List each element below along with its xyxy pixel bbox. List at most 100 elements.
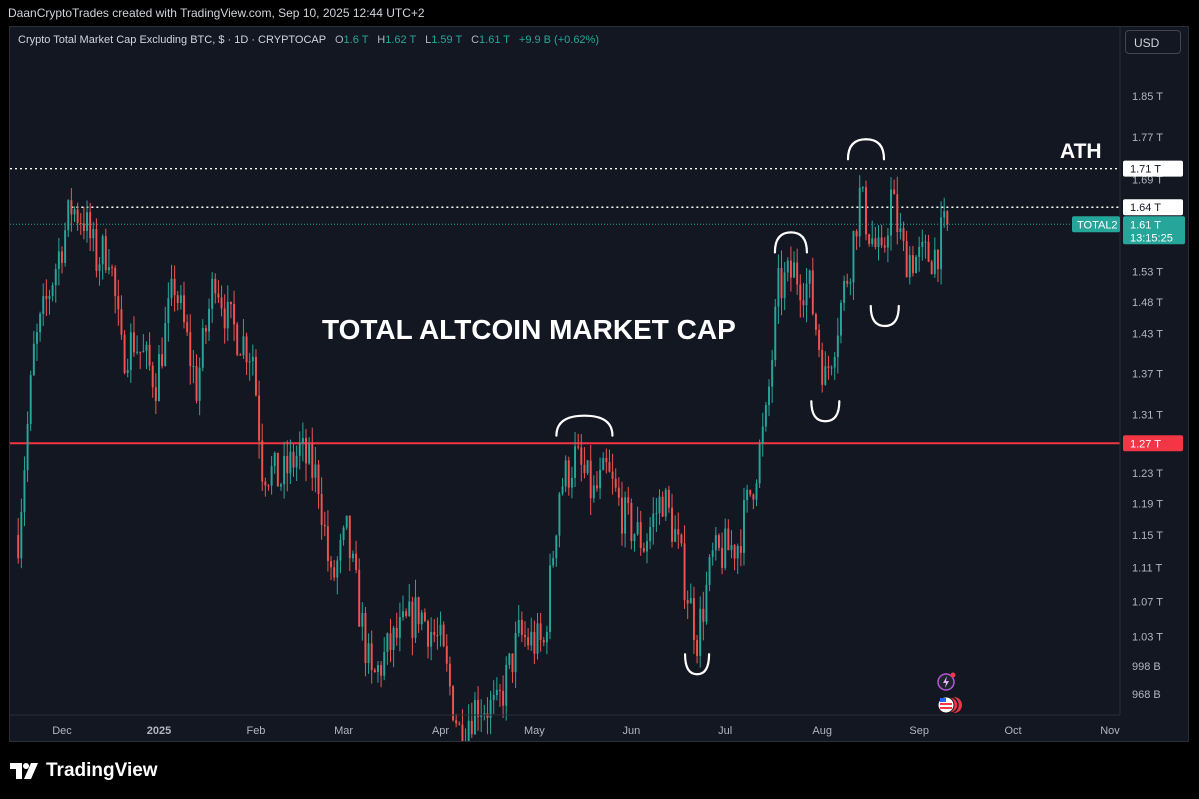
candle-body bbox=[861, 187, 864, 189]
candle-body bbox=[220, 297, 223, 309]
candle bbox=[183, 281, 185, 329]
candle bbox=[783, 262, 786, 311]
candle bbox=[899, 212, 902, 240]
candle-body bbox=[245, 336, 248, 363]
candle-body bbox=[714, 535, 717, 551]
tradingview-logo-icon bbox=[10, 763, 38, 779]
candle-body bbox=[683, 543, 686, 601]
candle-body bbox=[730, 545, 733, 551]
candle-body bbox=[173, 278, 176, 296]
candle bbox=[930, 259, 933, 275]
y-tick-label: 1.23 T bbox=[1132, 468, 1163, 480]
candle bbox=[561, 478, 564, 496]
level-tag-resistance-text: 1.64 T bbox=[1130, 202, 1161, 214]
x-tick-label: Apr bbox=[432, 725, 449, 737]
candle-body bbox=[814, 314, 817, 330]
y-tick-label: 1.11 T bbox=[1132, 563, 1162, 575]
currency-button[interactable]: USD bbox=[1125, 30, 1181, 54]
candle-body bbox=[658, 496, 661, 514]
candle bbox=[39, 311, 42, 342]
level-tag-ath-text: 1.71 T bbox=[1130, 164, 1161, 176]
chart-icons[interactable] bbox=[937, 672, 962, 714]
candle bbox=[45, 279, 48, 317]
candle-body bbox=[295, 455, 298, 468]
candle bbox=[383, 637, 386, 681]
y-tick-label: 1.77 T bbox=[1132, 132, 1163, 144]
candle-body bbox=[48, 295, 51, 300]
flag-icon[interactable] bbox=[937, 696, 962, 714]
candle bbox=[714, 526, 717, 561]
candle-body bbox=[830, 367, 833, 369]
candle bbox=[680, 533, 683, 547]
candle bbox=[692, 586, 695, 655]
x-tick-label: Dec bbox=[52, 725, 72, 737]
candle bbox=[239, 353, 242, 356]
candle-body bbox=[843, 280, 846, 303]
candle bbox=[611, 453, 614, 495]
candle-body bbox=[217, 293, 220, 298]
candle bbox=[208, 298, 211, 341]
candle bbox=[95, 218, 98, 278]
candle-body bbox=[680, 534, 683, 544]
candle-body bbox=[480, 714, 483, 717]
tradingview-brand: TradingView bbox=[10, 760, 158, 782]
candle bbox=[317, 460, 320, 509]
candle-body bbox=[161, 354, 164, 367]
candle-body bbox=[455, 720, 458, 724]
chart-byline: DaanCryptoTrades created with TradingVie… bbox=[8, 6, 425, 20]
candle bbox=[730, 530, 733, 559]
candle bbox=[301, 422, 304, 462]
candle-body bbox=[298, 443, 301, 456]
candle bbox=[821, 342, 824, 393]
candle bbox=[470, 702, 473, 739]
candle bbox=[542, 636, 545, 647]
candle bbox=[696, 634, 699, 664]
candle bbox=[495, 677, 498, 701]
lightning-icon[interactable] bbox=[937, 672, 956, 691]
candle bbox=[943, 197, 946, 228]
candle bbox=[101, 234, 104, 280]
candle-body bbox=[129, 332, 132, 371]
candle bbox=[376, 660, 379, 683]
candle-body bbox=[270, 466, 273, 486]
candle bbox=[658, 489, 661, 525]
candle-body bbox=[871, 238, 874, 244]
candle-body bbox=[330, 561, 333, 568]
axes: 1.85 T 1.77 T 1.69 T 1.53 T 1.48 T 1.43 T 1.37… bbox=[10, 27, 1188, 741]
candle bbox=[217, 280, 220, 303]
y-tick-label: 1.69 T bbox=[1132, 175, 1163, 187]
candle-body bbox=[514, 633, 517, 673]
candle bbox=[229, 301, 232, 319]
candle bbox=[233, 290, 236, 342]
candle bbox=[774, 299, 777, 367]
candle bbox=[192, 350, 195, 384]
chart-panel[interactable]: TOTAL ALTCOIN MARKET CAP ATH 1.85 T 1.77 T… bbox=[9, 26, 1189, 742]
candle bbox=[386, 632, 389, 665]
candle bbox=[630, 498, 633, 550]
candle-body bbox=[868, 234, 871, 244]
candle-body bbox=[323, 524, 326, 527]
level-lines bbox=[10, 167, 1120, 445]
candle-body bbox=[689, 598, 692, 604]
candle bbox=[114, 265, 117, 314]
candle bbox=[886, 228, 889, 263]
candle bbox=[771, 349, 774, 403]
candle-body bbox=[448, 663, 451, 687]
candle bbox=[689, 583, 692, 604]
candle-body bbox=[905, 241, 908, 278]
price-chart[interactable]: TOTAL ALTCOIN MARKET CAP ATH 1.85 T 1.77 T… bbox=[10, 27, 1189, 742]
candle bbox=[420, 609, 423, 631]
candle-body bbox=[577, 446, 580, 448]
candle bbox=[311, 427, 314, 491]
candle-body bbox=[414, 597, 417, 638]
candle bbox=[733, 543, 736, 571]
candle bbox=[896, 176, 899, 245]
bottom-arc bbox=[810, 400, 841, 423]
candle-body bbox=[839, 302, 842, 336]
candle bbox=[67, 199, 70, 237]
x-tick-label: Feb bbox=[246, 725, 265, 737]
candle bbox=[918, 236, 921, 272]
candle-body bbox=[39, 313, 42, 333]
candle-body bbox=[120, 309, 123, 335]
candle-body bbox=[677, 529, 680, 535]
